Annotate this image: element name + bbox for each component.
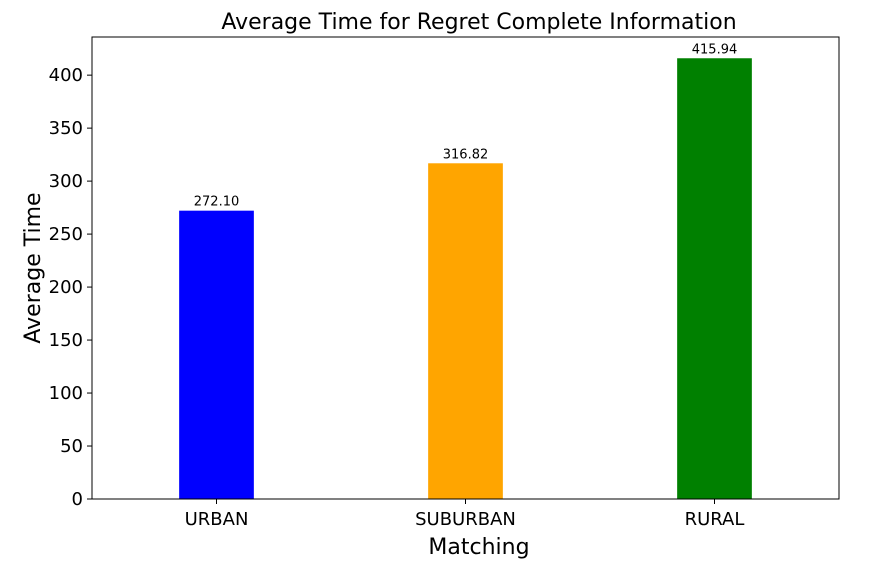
x-axis-label: Matching (428, 535, 529, 560)
bar-suburban (428, 163, 503, 500)
y-tick-label: 150 (49, 330, 83, 351)
data-label: 415.94 (692, 42, 738, 57)
y-tick-label: 300 (49, 171, 83, 192)
bar-rural (677, 58, 752, 500)
y-tick-label: 250 (49, 224, 83, 245)
y-tick-label: 100 (49, 383, 83, 404)
y-axis-label: Average Time (21, 192, 46, 343)
axes-frame (91, 36, 840, 500)
y-tick-label: 50 (60, 436, 83, 457)
data-label: 316.82 (443, 147, 489, 162)
y-tick-label: 350 (49, 118, 83, 139)
y-tick-label: 200 (49, 277, 83, 298)
x-tick-label: URBAN (185, 509, 249, 530)
plot-area: 0 50 100 150 200 250 300 350 400 272.10 URBAN 316.8… (49, 42, 752, 530)
chart-title: Average Time for Regret Complete Informa… (221, 10, 736, 35)
bar-urban (179, 210, 254, 499)
data-label: 272.10 (194, 195, 240, 210)
y-tick-label: 0 (72, 489, 83, 510)
x-tick-label: RURAL (685, 509, 745, 530)
y-tick-label: 400 (49, 65, 83, 86)
x-tick-label: SUBURBAN (415, 509, 516, 530)
